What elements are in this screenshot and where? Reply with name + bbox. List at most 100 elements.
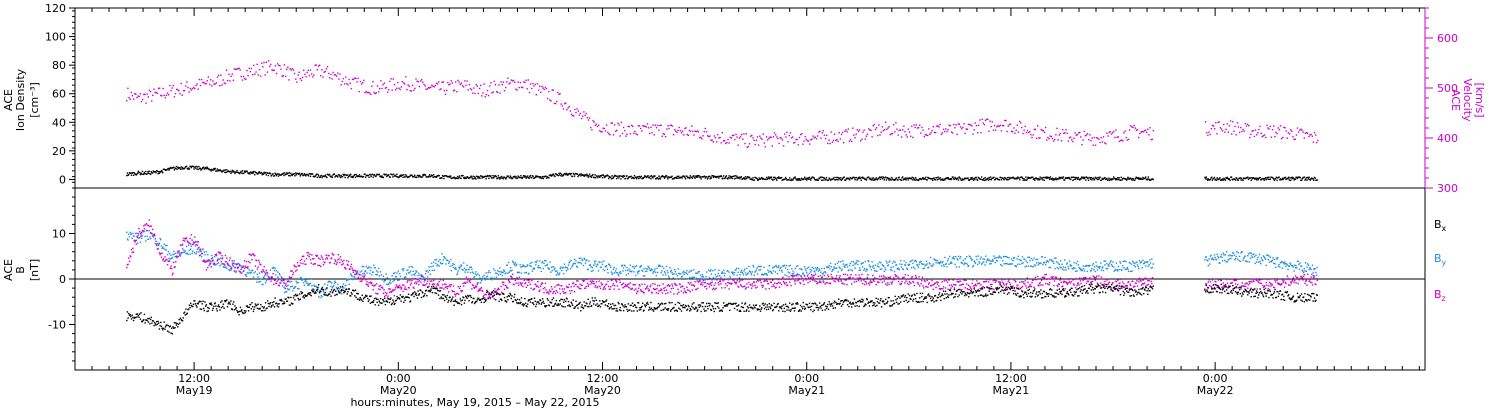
- data-point-by: [499, 273, 502, 275]
- data-point-density: [273, 175, 276, 177]
- data-point-by: [401, 268, 404, 270]
- data-point-velocity: [661, 135, 663, 137]
- data-point-by: [1013, 256, 1015, 259]
- data-point-density: [502, 178, 504, 180]
- data-point-density: [1087, 179, 1090, 181]
- data-point-by: [584, 258, 586, 261]
- data-point-by: [667, 275, 670, 277]
- data-point-density: [1265, 178, 1267, 181]
- data-point-density: [160, 171, 162, 173]
- data-point-by: [806, 272, 808, 274]
- data-point-velocity: [1132, 126, 1134, 129]
- data-point-bz: [147, 224, 150, 227]
- data-point-density: [1228, 178, 1231, 180]
- data-point-velocity: [271, 69, 273, 71]
- data-point-density: [667, 178, 669, 180]
- data-point-density: [126, 174, 128, 177]
- data-point-by: [600, 266, 602, 268]
- data-point-velocity: [998, 125, 1000, 128]
- data-point-velocity: [387, 91, 389, 93]
- data-point-by: [721, 272, 723, 274]
- data-point-density: [213, 168, 216, 171]
- data-point-by: [444, 257, 446, 260]
- data-point-density: [307, 175, 310, 177]
- data-point-velocity: [151, 100, 153, 102]
- data-point-velocity: [720, 142, 722, 144]
- data-point-density: [1237, 179, 1239, 181]
- data-point-by: [682, 270, 685, 272]
- data-point-by: [862, 262, 864, 264]
- data-point-by: [802, 272, 804, 274]
- data-point-velocity: [388, 89, 390, 91]
- data-point-density: [585, 175, 587, 177]
- data-point-by: [1267, 258, 1269, 261]
- data-point-by: [574, 262, 576, 265]
- data-point-density: [529, 175, 531, 178]
- data-point-velocity: [143, 93, 145, 96]
- data-point-by: [1305, 262, 1307, 264]
- data-point-velocity: [629, 133, 632, 135]
- data-point-density: [890, 179, 892, 181]
- data-point-density: [739, 177, 741, 180]
- data-point-density: [463, 177, 466, 180]
- data-point-by: [753, 274, 755, 277]
- data-point-density: [596, 175, 598, 177]
- data-point-velocity: [1223, 123, 1225, 126]
- data-point-density: [611, 175, 613, 177]
- data-point-by: [1095, 261, 1097, 263]
- data-point-density: [497, 177, 499, 179]
- data-point-density: [385, 173, 387, 176]
- data-point-velocity: [493, 80, 495, 83]
- data-point-bz: [252, 253, 255, 255]
- data-point-density: [528, 177, 530, 179]
- data-point-velocity: [1020, 122, 1022, 124]
- data-point-by: [591, 267, 593, 269]
- data-point-density: [1300, 179, 1302, 181]
- data-point-by: [490, 279, 493, 281]
- data-point-density: [284, 172, 286, 174]
- data-point-by: [220, 257, 222, 259]
- data-point-velocity: [300, 79, 303, 82]
- data-point-velocity: [710, 139, 712, 141]
- data-point-velocity: [507, 77, 509, 79]
- data-point-by: [1224, 254, 1227, 256]
- data-point-velocity: [1059, 132, 1062, 135]
- data-point-velocity: [1041, 129, 1043, 132]
- data-point-density: [277, 175, 280, 177]
- data-point-velocity: [1211, 124, 1214, 127]
- data-point-by: [1247, 253, 1250, 255]
- data-point-density: [548, 177, 550, 179]
- data-point-by: [1249, 257, 1252, 259]
- data-point-by: [657, 271, 659, 274]
- data-point-density: [983, 178, 985, 180]
- data-point-density: [1134, 177, 1137, 180]
- data-point-by: [524, 272, 526, 274]
- data-point-by: [162, 247, 165, 249]
- data-point-velocity: [307, 69, 309, 72]
- data-point-velocity: [706, 135, 709, 137]
- data-point-by: [1079, 269, 1082, 271]
- data-point-density: [492, 174, 494, 177]
- data-point-density: [1146, 179, 1148, 181]
- data-point-velocity: [601, 131, 603, 133]
- data-point-by: [1219, 262, 1221, 264]
- data-point-by: [576, 266, 579, 269]
- data-point-velocity: [280, 68, 282, 70]
- data-point-velocity: [798, 136, 801, 139]
- data-point-by: [1090, 269, 1092, 272]
- data-point-bz: [269, 277, 272, 280]
- data-point-density: [320, 174, 323, 177]
- data-point-by: [863, 268, 866, 270]
- data-point-bz: [304, 263, 306, 265]
- data-point-by: [394, 272, 396, 274]
- data-point-velocity: [365, 90, 367, 93]
- data-point-density: [1041, 177, 1043, 179]
- data-point-velocity: [917, 127, 920, 129]
- data-point-by: [414, 272, 417, 274]
- data-point-by: [167, 250, 169, 253]
- data-point-by: [248, 269, 250, 271]
- data-point-by: [133, 235, 135, 237]
- data-point-density: [192, 166, 195, 168]
- data-point-density: [565, 172, 568, 175]
